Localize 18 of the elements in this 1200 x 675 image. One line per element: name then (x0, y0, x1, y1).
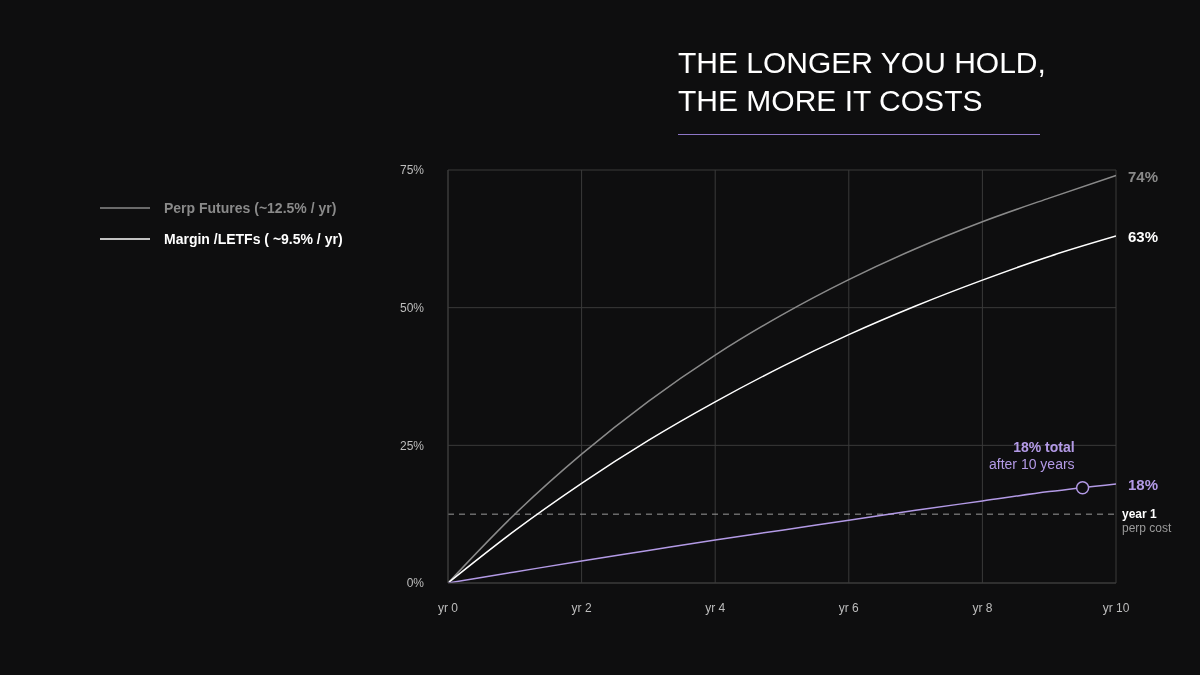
x-tick-label: yr 10 (1102, 600, 1130, 615)
x-tick-label: yr 2 (571, 600, 592, 615)
chart-title: THE LONGER YOU HOLD, THE MORE IT COSTS (678, 45, 1046, 119)
y-tick-label: 0% (406, 576, 425, 591)
legend-label: Perp Futures (~12.5% / yr) (164, 199, 337, 216)
x-tick-label: yr 8 (972, 600, 993, 615)
data-label: 18% (1128, 475, 1159, 493)
x-tick-label: yr 6 (838, 600, 860, 615)
data-label: 63% (1128, 228, 1159, 246)
annotation: 18% total after 10 years (988, 438, 1075, 472)
data-label: 74% (1128, 167, 1159, 185)
y-tick-label: 25% (399, 438, 425, 453)
x-tick-label: yr 0 (437, 600, 459, 615)
legend-label: Margin /LETFs ( ~9.5% / yr) (164, 230, 343, 247)
y-tick-label: 75% (399, 163, 425, 178)
y-tick-label: 50% (399, 300, 425, 315)
x-tick-label: yr 4 (705, 600, 726, 615)
ref-line-label: year 1 perp cost (1122, 507, 1173, 536)
